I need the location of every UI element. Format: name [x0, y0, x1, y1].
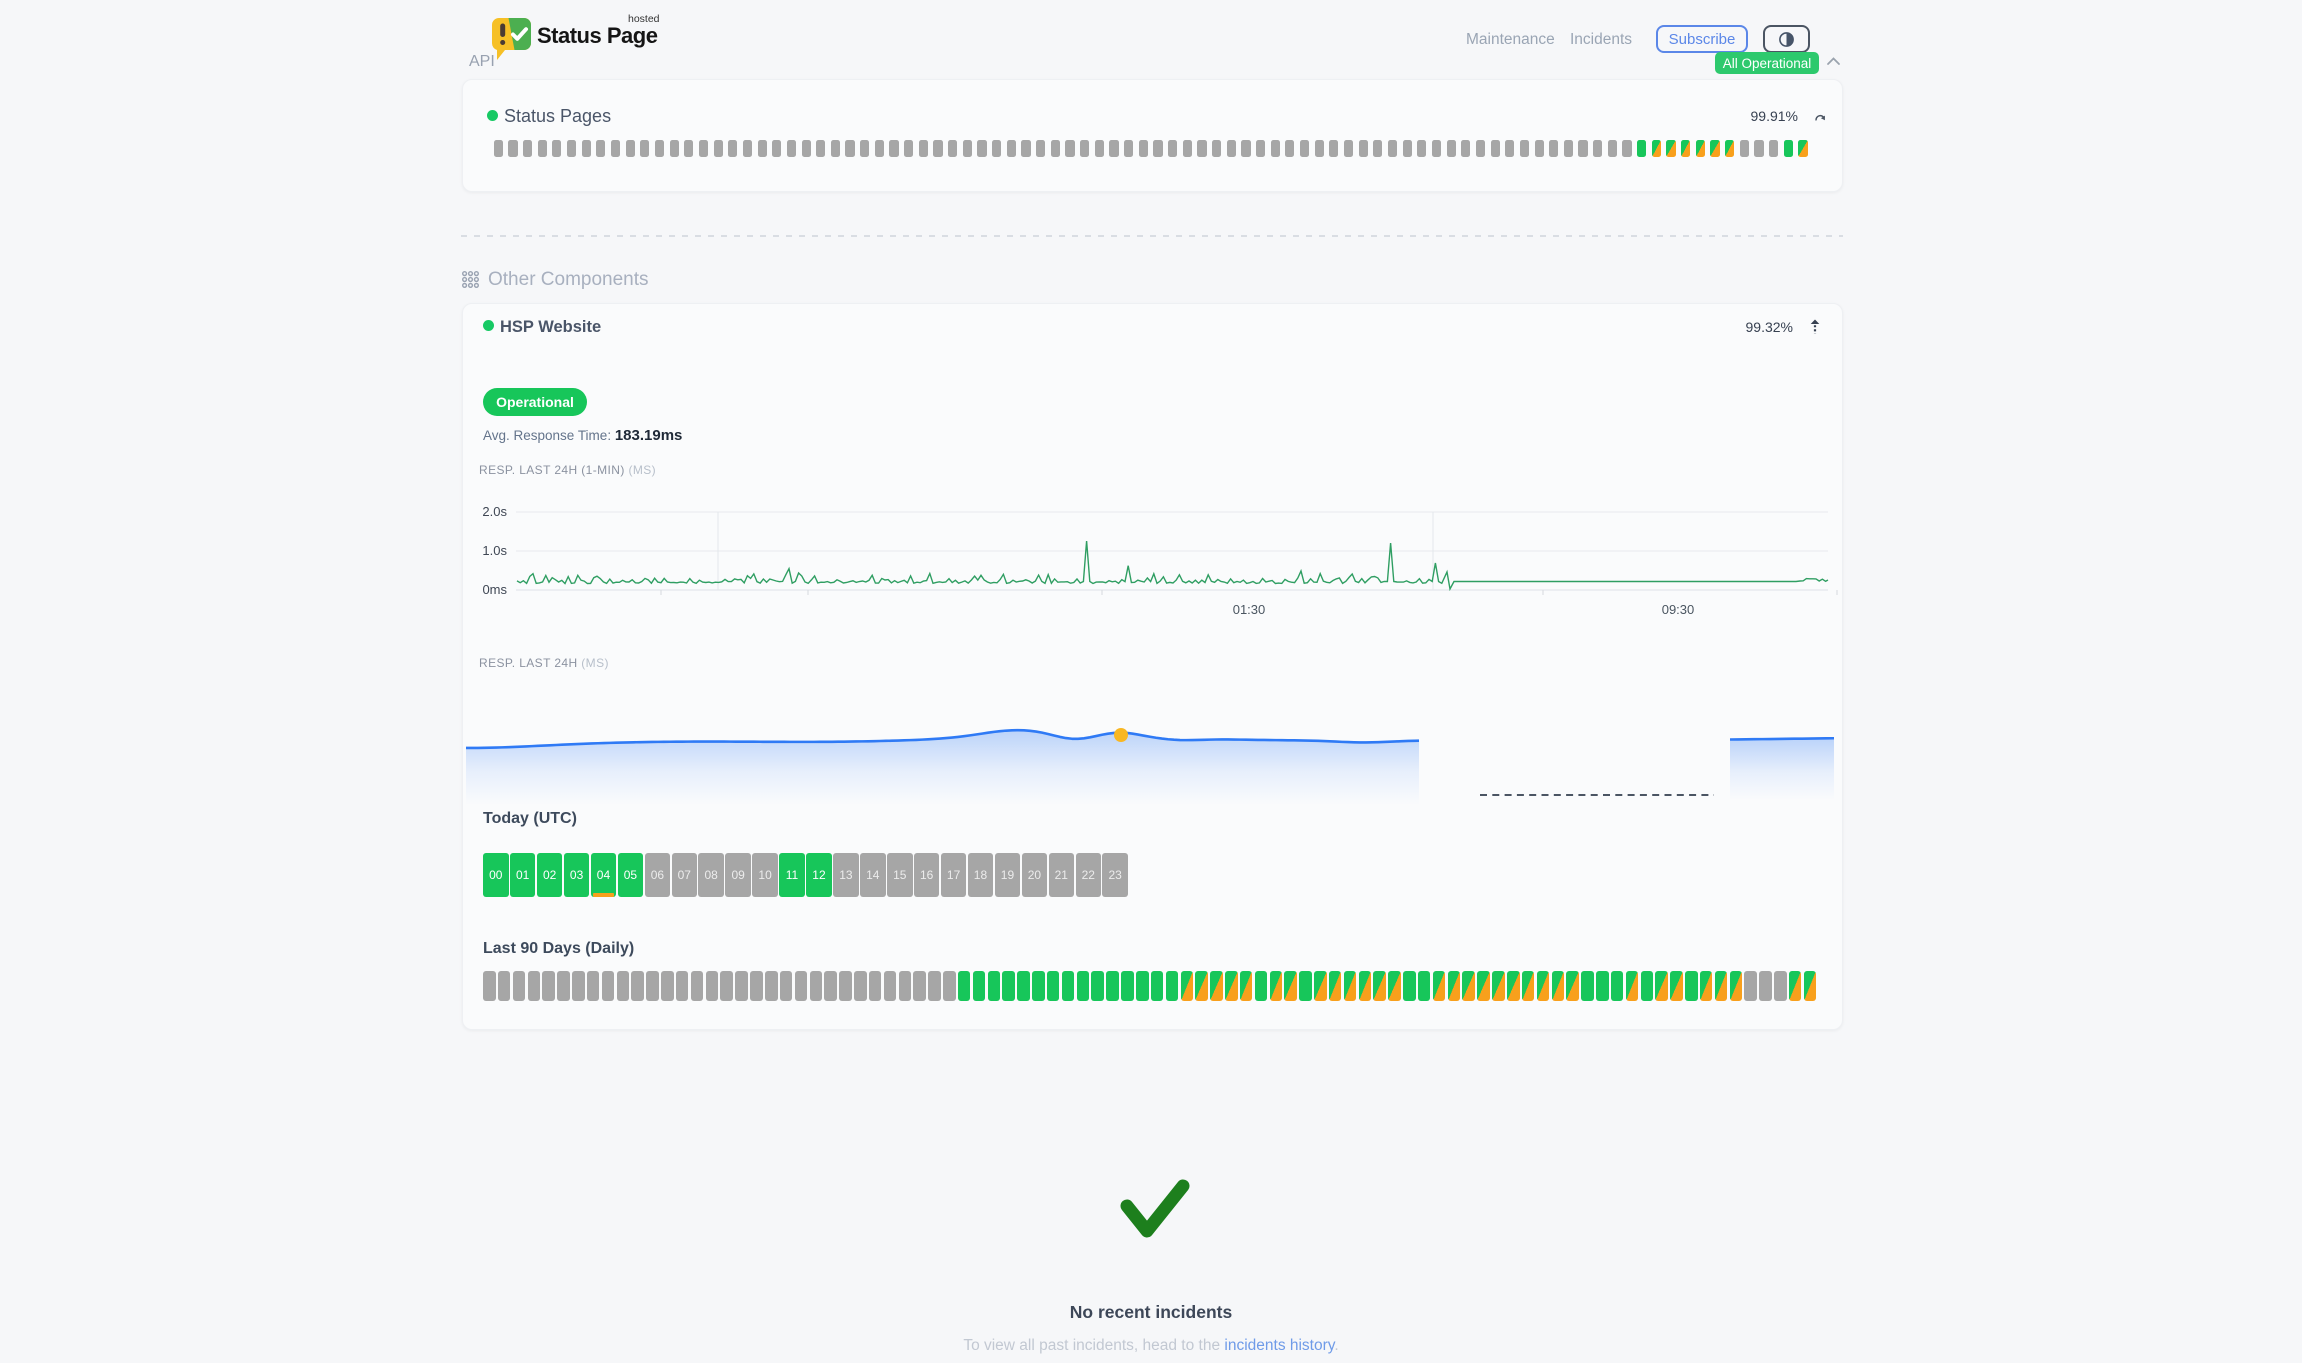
svg-text:2.0s: 2.0s — [482, 504, 507, 519]
svg-text:09:30: 09:30 — [1662, 602, 1695, 617]
svg-text:01:30: 01:30 — [1233, 602, 1266, 617]
svg-text:0ms: 0ms — [482, 582, 507, 597]
svg-text:1.0s: 1.0s — [482, 543, 507, 558]
